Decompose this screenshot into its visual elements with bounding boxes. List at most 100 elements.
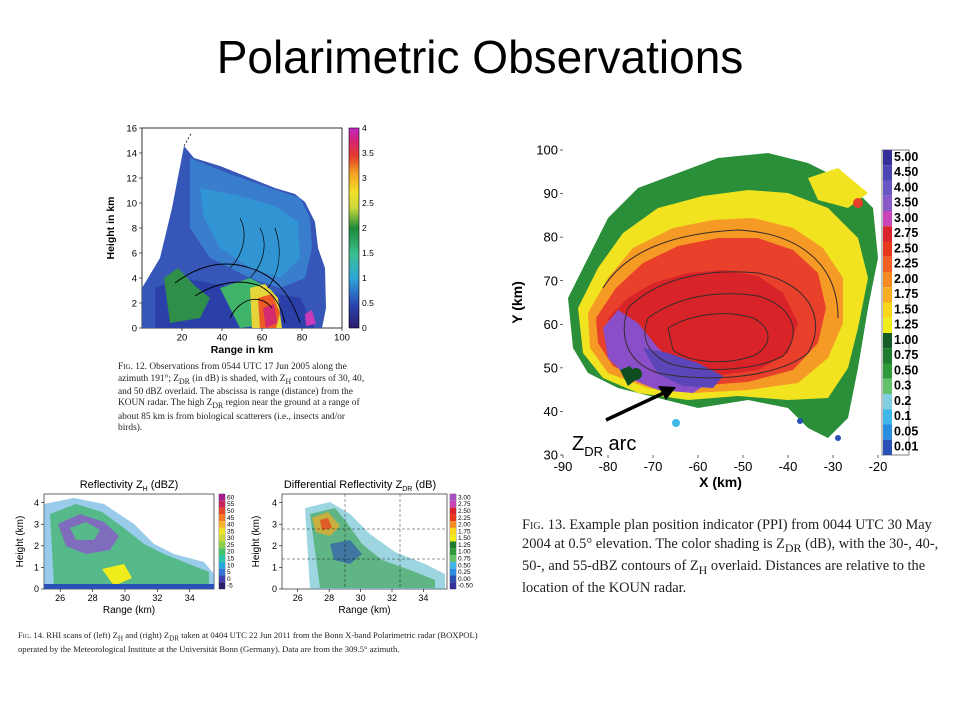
fig13-colorbar-swatch	[883, 211, 892, 227]
fig13-colorbar-tick: 0.3	[894, 379, 911, 393]
fig14a-colorbar-tick: 45	[227, 515, 235, 522]
fig14a-xtick-label: 34	[185, 593, 195, 603]
fig14a-colorbar-swatch	[219, 514, 225, 522]
fig12-ytick-label: 10	[126, 198, 137, 209]
fig13-colorbar-swatch	[883, 424, 892, 440]
zdr-arc-annotation: ZDR arc	[572, 433, 636, 459]
fig14b-colorbar-tick: 2.00	[458, 522, 471, 529]
fig13-colorbar-swatch	[883, 409, 892, 425]
fig14a-colorbar-swatch	[219, 582, 225, 589]
fig14a-colorbar-tick: 40	[227, 522, 235, 529]
fig13-ytick-label: 80	[544, 230, 558, 245]
fig14b-xtick-label: 30	[356, 593, 366, 603]
fig14b-colorbar-tick: 0.50	[458, 562, 471, 569]
fig14a-colorbar-swatch	[219, 548, 225, 556]
fig14a-colorbar-tick: 55	[227, 501, 235, 508]
fig14b-colorbar-tick: 1.25	[458, 542, 471, 549]
fig14b-colorbar-swatch	[450, 568, 456, 576]
fig13-colorbar-swatch	[883, 317, 892, 333]
fig14a-xtick-label: 28	[88, 593, 98, 603]
fig12-xlabel: Range in km	[211, 344, 273, 356]
fig14a-colorbar-tick: 35	[227, 528, 235, 535]
fig12-xtick-label: 60	[257, 333, 268, 344]
fig13-ytick-label: 40	[544, 404, 558, 419]
fig13-colorbar-tick: 0.01	[894, 440, 918, 454]
fig12-colorbar-tick: 2	[362, 223, 367, 233]
fig13-ytick-label: 30	[544, 448, 558, 463]
fig14a-colorbar-tick: 0	[227, 576, 231, 583]
fig14b-ylabel: Height (km)	[251, 516, 262, 568]
fig12-colorbar-tick: 2.5	[362, 198, 374, 208]
fig14a-colorbar-swatch	[219, 555, 225, 562]
fig14a-colorbar-swatch	[219, 575, 225, 583]
fig14b-colorbar-swatch	[450, 541, 456, 549]
fig12-colorbar-tick: 1	[362, 273, 367, 283]
fig14b-colorbar-tick: -0.50	[458, 583, 473, 590]
fig14b-colorbar-tick: 0.00	[458, 576, 471, 583]
fig13-colorbar-swatch	[883, 195, 892, 211]
fig14a-colorbar-tick: -5	[227, 583, 233, 590]
fig12-colorbar-tick: 0.5	[362, 298, 374, 308]
fig13-colorbar-tick: 5.00	[894, 150, 918, 164]
fig12-ylabel: Height in km	[105, 196, 117, 259]
fig13-colorbar-tick: 1.75	[894, 287, 918, 301]
fig14a-ytick-label: 0	[34, 584, 39, 594]
fig13-colorbar-tick: 0.2	[894, 394, 911, 408]
fig14b-ytick-label: 1	[272, 563, 277, 573]
fig13-colorbar-tick: 2.25	[894, 257, 918, 271]
fig12-colorbar-tick: 4	[362, 123, 367, 133]
fig14b-colorbar-swatch	[450, 494, 456, 501]
fig12-colorbar-tick: 1.5	[362, 248, 374, 258]
fig14a-xlabel: Range (km)	[103, 605, 155, 616]
fig14b-colorbar-swatch	[450, 555, 456, 562]
fig13-colorbar-tick: 0.05	[894, 424, 918, 438]
fig14b-colorbar-swatch	[450, 575, 456, 583]
fig13-colorbar-swatch	[883, 439, 892, 455]
fig13-ytick-label: 70	[544, 273, 558, 288]
fig13-colorbar-swatch	[883, 287, 892, 303]
fig12-xtick-label: 20	[177, 333, 188, 344]
fig14b-colorbar-swatch	[450, 500, 456, 508]
fig13-xtick-label: -20	[869, 459, 888, 474]
fig12-xtick-label: 40	[217, 333, 228, 344]
fig14b-ytick-label: 3	[272, 519, 277, 529]
fig14b-colorbar-swatch	[450, 582, 456, 589]
fig12-colorbar-tick: 3.5	[362, 148, 374, 158]
fig14b-xtick-label: 34	[418, 593, 428, 603]
fig14b-xtick-label: 28	[324, 593, 334, 603]
fig14a-colorbar-swatch	[219, 507, 225, 515]
fig14a-ylabel: Height (km)	[15, 516, 26, 568]
fig13-ytick-label: 100	[536, 143, 558, 158]
fig14a-colorbar-tick: 25	[227, 542, 235, 549]
fig14a-ytick-label: 3	[34, 519, 39, 529]
fig13-colorbar-swatch	[883, 241, 892, 257]
fig13-colorbar-swatch	[883, 256, 892, 272]
fig12-ytick-label: 2	[132, 298, 137, 309]
fig14a-colorbar-swatch	[219, 521, 225, 528]
fig13-xtick-label: -40	[779, 459, 798, 474]
fig13-ylabel: Y (km)	[509, 281, 525, 324]
slide-title: Polarimetric Observations	[216, 31, 744, 83]
fig13-xlabel: X (km)	[699, 474, 742, 490]
fig14b-colorbar-tick: 2.50	[458, 508, 471, 515]
fig13-colorbar-tick: 3.50	[894, 196, 918, 210]
fig13-colorbar-tick: 4.50	[894, 165, 918, 179]
fig13-xtick-label: -50	[734, 459, 753, 474]
fig14b-colorbar-swatch	[450, 514, 456, 522]
fig14b-colorbar-tick: 2.25	[458, 515, 471, 522]
fig12-colorbar-tick: 0	[362, 323, 367, 333]
fig14a-colorbar-tick: 15	[227, 556, 235, 563]
fig13-colorbar-tick: 2.75	[894, 226, 918, 240]
fig13-colorbar-tick: 2.00	[894, 272, 918, 286]
fig14a-colorbar-swatch	[219, 534, 225, 542]
fig12-xtick-label: 100	[334, 333, 350, 344]
fig13-colorbar-swatch	[883, 150, 892, 166]
fig13-ytick-label: 50	[544, 360, 558, 375]
fig14a-xtick-label: 32	[152, 593, 162, 603]
fig13-caption-label: Fig. 13.	[522, 517, 566, 533]
fig12-ytick-label: 8	[132, 223, 137, 234]
fig12-ytick-label: 14	[126, 148, 137, 159]
fig14b-colorbar-tick: 1.75	[458, 528, 471, 535]
fig14a-title: Reflectivity ZH (dBZ)	[80, 479, 179, 493]
fig14a-colorbar-tick: 5	[227, 569, 231, 576]
